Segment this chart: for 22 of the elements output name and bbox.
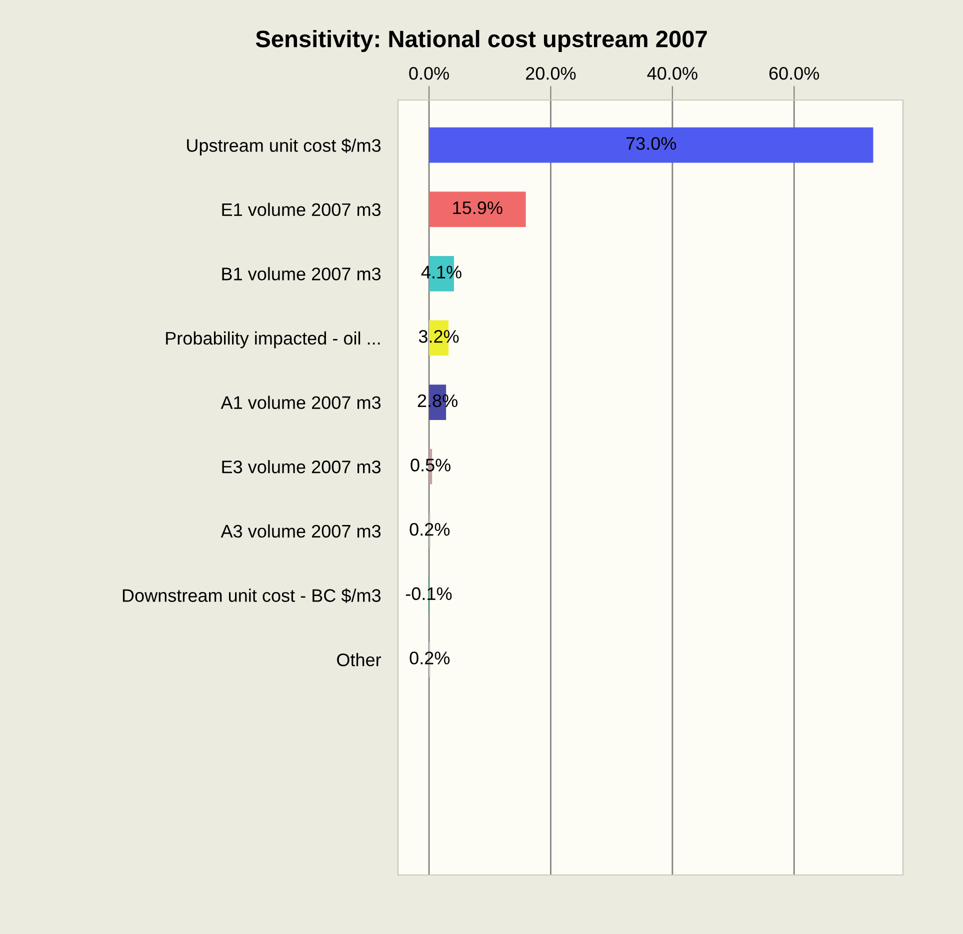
data-label: 0.2% bbox=[410, 522, 450, 536]
y-tick-label: E1 volume 2007 m3 bbox=[222, 202, 381, 216]
y-tick-label: Other bbox=[337, 653, 382, 666]
bar bbox=[429, 127, 874, 163]
y-tick-label: Upstream unit cost $/m3 bbox=[187, 138, 381, 156]
x-tick-label: 0.0% bbox=[409, 66, 449, 80]
chart-title: Sensitivity: National cost upstream 2007 bbox=[256, 30, 707, 52]
x-tick-label: 40.0% bbox=[647, 66, 698, 80]
data-label: 3.2% bbox=[418, 330, 459, 343]
y-tick-label: A1 volume 2007 m3 bbox=[220, 396, 381, 409]
y-tick-label: Probability impacted - oil ... bbox=[166, 331, 380, 348]
x-tick-label: 60.0% bbox=[769, 66, 820, 80]
data-label: 0.2% bbox=[410, 652, 450, 664]
data-label: 15.9% bbox=[453, 201, 502, 214]
y-tick-label: Downstream unit cost - BC $/m3 bbox=[122, 588, 381, 604]
bar bbox=[429, 192, 526, 228]
data-label: 0.5% bbox=[410, 458, 450, 472]
y-tick-label: A3 volume 2007 m3 bbox=[220, 524, 381, 538]
data-label: 73.0% bbox=[626, 137, 676, 150]
x-tick-label: 20.0% bbox=[526, 66, 576, 80]
y-tick-label: E3 volume 2007 m3 bbox=[222, 460, 381, 474]
y-tick-label: B1 volume 2007 m3 bbox=[222, 267, 381, 280]
